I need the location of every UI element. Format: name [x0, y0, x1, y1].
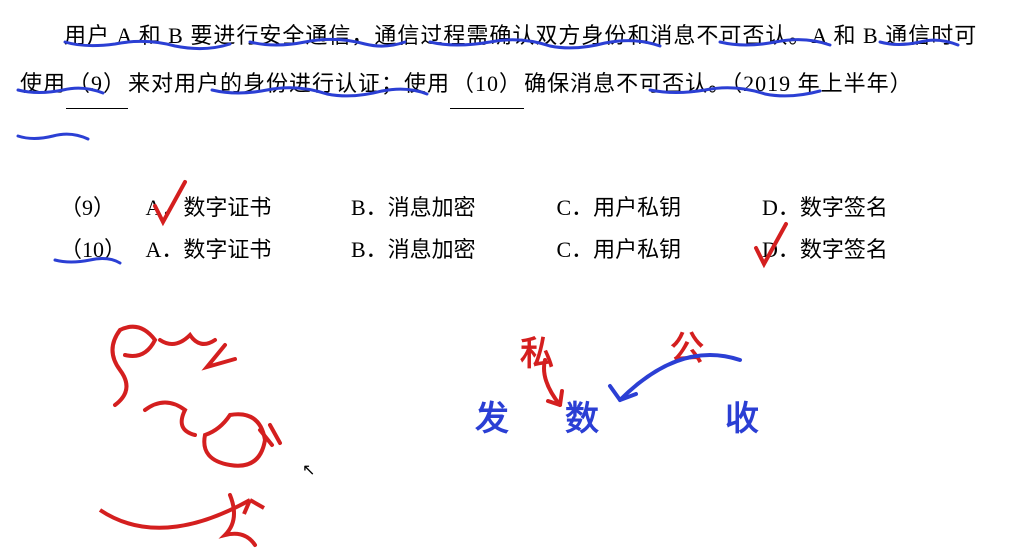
q9-option-A: A．数字证书 — [146, 190, 346, 222]
para-part3: 确保消息不可否认。（2019 年上半年） — [524, 71, 913, 96]
red-arc-bottom — [100, 500, 250, 528]
blank-9: （9） — [66, 60, 128, 109]
choices-row-9: （9） A．数字证书 B．消息加密 C．用户私钥 D．数字签名 — [60, 190, 980, 222]
label-public-key: 公 — [670, 331, 704, 368]
mouse-cursor-icon: ↖ — [302, 460, 315, 480]
label-data: 数 — [565, 400, 599, 438]
q9-option-B: B．消息加密 — [351, 190, 551, 222]
choices-row-10: （10） A．数字证书 B．消息加密 C．用户私钥 D．数字签名 — [60, 232, 980, 264]
q9-option-D: D．数字签名 — [762, 190, 962, 222]
label-receiver: 收 — [725, 400, 759, 438]
red-doodle-left — [113, 327, 281, 545]
blue-arrow-head — [610, 386, 636, 400]
para-part2: 来对用户的身份进行认证；使用 — [128, 71, 450, 96]
q9-option-C: C．用户私钥 — [557, 190, 757, 222]
q10-option-C: C．用户私钥 — [557, 232, 757, 264]
qnum-10: （10） — [60, 232, 140, 264]
qnum-9: （9） — [60, 190, 140, 222]
label-sender: 发 — [475, 400, 509, 438]
question-paragraph: 用户 A 和 B 要进行安全通信，通信过程需确认双方身份和消息不可否认。A 和 … — [20, 12, 990, 109]
red-arc-bottom-head — [244, 500, 264, 514]
q10-option-A: A．数字证书 — [146, 232, 346, 264]
q10-option-B: B．消息加密 — [351, 232, 551, 264]
blank-10: （10） — [450, 60, 524, 109]
red-arrow-head — [548, 391, 562, 405]
label-private-key: 私 — [520, 336, 554, 373]
blue-arrow-receiver-to-data — [620, 355, 740, 400]
q10-option-D: D．数字签名 — [762, 232, 962, 264]
red-arrow-private-to-data — [544, 360, 560, 405]
